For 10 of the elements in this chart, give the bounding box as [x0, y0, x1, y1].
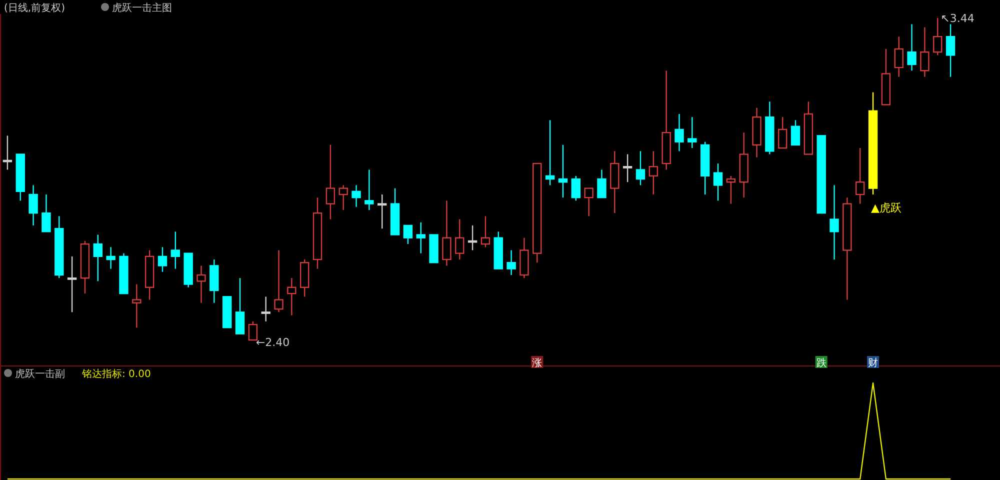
- chart-title: 虎跃一击副: [15, 368, 65, 380]
- signal-tag: 财: [867, 356, 880, 369]
- text: 铭达指标: 0.00: [81, 368, 151, 380]
- annotation: ←2.40: [256, 336, 290, 349]
- signal-tag: 跌: [815, 356, 828, 369]
- chart-subtitle: 虎跃一击主图: [112, 2, 172, 14]
- annotation: ▲虎跃: [871, 201, 902, 214]
- chart-title: (日线,前复权): [4, 2, 66, 14]
- signal-tag: 涨: [531, 356, 544, 369]
- annotation: ↖3.44: [940, 12, 974, 25]
